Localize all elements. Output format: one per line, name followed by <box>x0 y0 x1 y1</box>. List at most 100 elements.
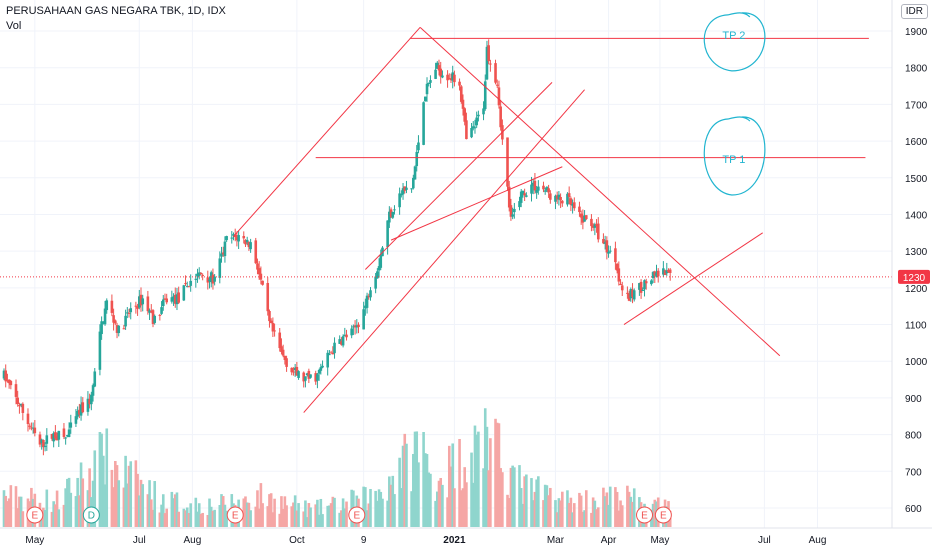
currency-badge[interactable]: IDR <box>900 4 928 19</box>
candle-body <box>110 300 114 313</box>
volume-bar <box>591 497 595 527</box>
volume-bar <box>259 483 263 527</box>
volume-bar <box>511 465 514 527</box>
candle-body <box>412 177 415 189</box>
candle-body <box>230 237 234 239</box>
candle-body <box>581 215 585 223</box>
volume-bar <box>400 488 403 527</box>
volume-bar <box>333 497 336 527</box>
volume-bar <box>189 503 192 527</box>
volume-bar <box>362 486 365 527</box>
candle-body <box>495 84 499 86</box>
y-tick-label: 600 <box>905 504 922 515</box>
volume-bar <box>257 508 261 527</box>
candle-body <box>7 379 11 384</box>
candle-body <box>603 242 607 244</box>
candle-body <box>225 236 228 241</box>
candle-body <box>513 208 516 213</box>
volume-bar <box>78 495 81 527</box>
event-marker-circle <box>348 506 366 524</box>
candle-body <box>305 373 309 376</box>
volume-bar <box>596 507 600 527</box>
candle-body <box>567 193 571 198</box>
candle-body <box>321 365 324 368</box>
candle-body <box>391 211 395 218</box>
candle-body <box>555 195 559 200</box>
candle-body <box>607 251 610 254</box>
volume-bar <box>338 512 341 527</box>
volume-bar <box>583 510 586 527</box>
candle-body <box>292 371 295 373</box>
x-tick-label: Jul <box>758 535 771 546</box>
volume-bar <box>389 484 393 527</box>
volume-bar <box>461 488 465 527</box>
volume-bar <box>530 478 533 527</box>
volume-bar <box>608 486 612 527</box>
candle-body <box>662 268 665 275</box>
volume-bar <box>88 468 91 527</box>
volume-bar <box>14 486 18 527</box>
candle-body <box>608 250 612 252</box>
volume-bar <box>153 481 157 527</box>
candle-body <box>554 195 557 202</box>
candle-body <box>160 307 163 314</box>
volume-bar <box>415 431 419 527</box>
volume-bar <box>254 506 258 527</box>
candle-body <box>511 214 514 217</box>
volume-bar <box>7 498 11 527</box>
candle-body <box>302 372 306 382</box>
candle-body <box>497 87 501 106</box>
volume-bar <box>21 511 25 527</box>
volume-bar <box>184 510 187 527</box>
candle-body <box>350 328 353 336</box>
candle-body <box>461 99 465 109</box>
volume-bar <box>319 498 323 527</box>
volume-bar <box>507 498 511 527</box>
volume-bar <box>242 498 246 527</box>
volume-bar <box>278 513 282 527</box>
volume-bar <box>93 450 97 527</box>
volume-bar <box>413 431 417 527</box>
candle-body <box>595 224 598 226</box>
y-tick-label: 1300 <box>905 247 928 258</box>
candle-body <box>644 281 648 284</box>
candle-body <box>88 399 91 405</box>
volume-bar <box>388 476 391 527</box>
candle-body <box>620 285 624 291</box>
candle-body <box>122 328 126 330</box>
volume-bar <box>290 506 294 527</box>
candle-body <box>405 187 408 190</box>
candle-body <box>531 182 535 187</box>
candle-body <box>283 355 287 360</box>
candle-body <box>102 321 105 324</box>
volume-bar <box>208 498 211 527</box>
candle-body <box>357 324 360 328</box>
volume-bar <box>81 478 85 527</box>
candle-body <box>519 191 523 203</box>
candle-body <box>273 330 276 332</box>
x-tick-label: Aug <box>809 535 827 546</box>
candle-body <box>521 190 525 194</box>
candle-body <box>557 194 561 200</box>
candle-body <box>93 371 97 387</box>
candle-body <box>617 268 621 282</box>
volume-bar <box>220 494 223 527</box>
volume-bar <box>283 496 287 527</box>
candle-body <box>237 235 240 242</box>
candle-body <box>655 272 658 277</box>
candle-body <box>465 120 468 140</box>
candle-body <box>278 332 282 349</box>
candle-body <box>232 234 235 236</box>
trendline <box>419 26 781 357</box>
volume-bar <box>127 465 131 527</box>
target-circle <box>703 116 766 196</box>
volume-bar <box>531 500 535 527</box>
volume-bar <box>374 490 377 527</box>
volume-bar <box>482 468 485 527</box>
volume-bar <box>9 485 13 527</box>
volume-bar <box>62 504 66 527</box>
volume-bar <box>261 503 264 527</box>
candles <box>2 39 672 456</box>
candle-body <box>345 334 348 338</box>
